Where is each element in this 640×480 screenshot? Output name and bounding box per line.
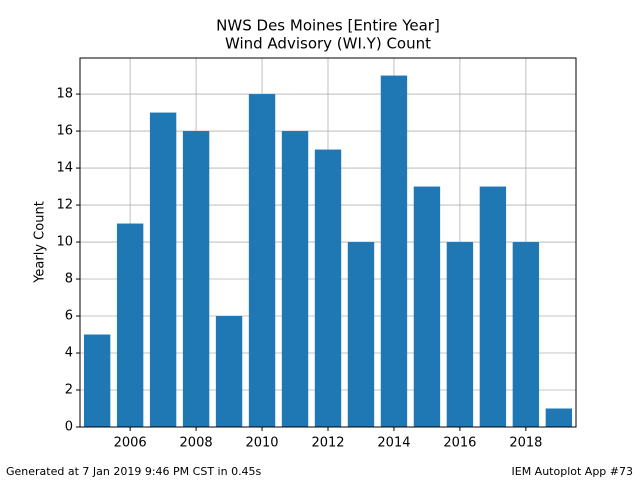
chart-title: NWS Des Moines [Entire Year]	[216, 17, 440, 35]
chart-subtitle: Wind Advisory (WI.Y) Count	[225, 35, 431, 53]
bar	[182, 131, 210, 427]
bar	[83, 334, 111, 427]
bar	[479, 186, 507, 427]
y-tick-label: 12	[56, 198, 73, 213]
y-tick-label: 0	[65, 420, 73, 435]
bar	[347, 242, 375, 427]
y-tick-label: 6	[65, 309, 73, 324]
x-tick-label: 2010	[245, 436, 278, 451]
x-tick-label: 2018	[509, 436, 542, 451]
bar	[413, 186, 441, 427]
y-tick-label: 16	[56, 124, 73, 139]
y-tick-label: 8	[65, 272, 73, 287]
x-tick-label: 2016	[443, 436, 476, 451]
y-axis-label: Yearly Count	[33, 201, 48, 284]
bar	[281, 131, 309, 427]
plot-frame	[79, 57, 577, 428]
bar	[545, 408, 573, 427]
y-tick-label: 18	[56, 87, 73, 102]
y-tick-label: 10	[56, 235, 73, 250]
bar	[446, 242, 474, 427]
y-tick-label: 14	[56, 161, 73, 176]
x-tick-label: 2014	[377, 436, 410, 451]
x-tick-label: 2008	[180, 436, 213, 451]
bar	[215, 316, 243, 427]
y-tick-label: 2	[65, 383, 73, 398]
y-tick-label: 4	[65, 346, 73, 361]
bar	[116, 223, 144, 427]
bar	[248, 94, 276, 427]
bar	[512, 242, 540, 427]
bar	[149, 112, 177, 428]
bar	[314, 149, 342, 427]
x-tick-label: 2006	[114, 436, 147, 451]
x-tick-label: 2012	[311, 436, 344, 451]
footer-right: IEM Autoplot App #73	[512, 465, 634, 478]
footer-left: Generated at 7 Jan 2019 9:46 PM CST in 0…	[6, 465, 262, 478]
bar	[380, 75, 408, 428]
